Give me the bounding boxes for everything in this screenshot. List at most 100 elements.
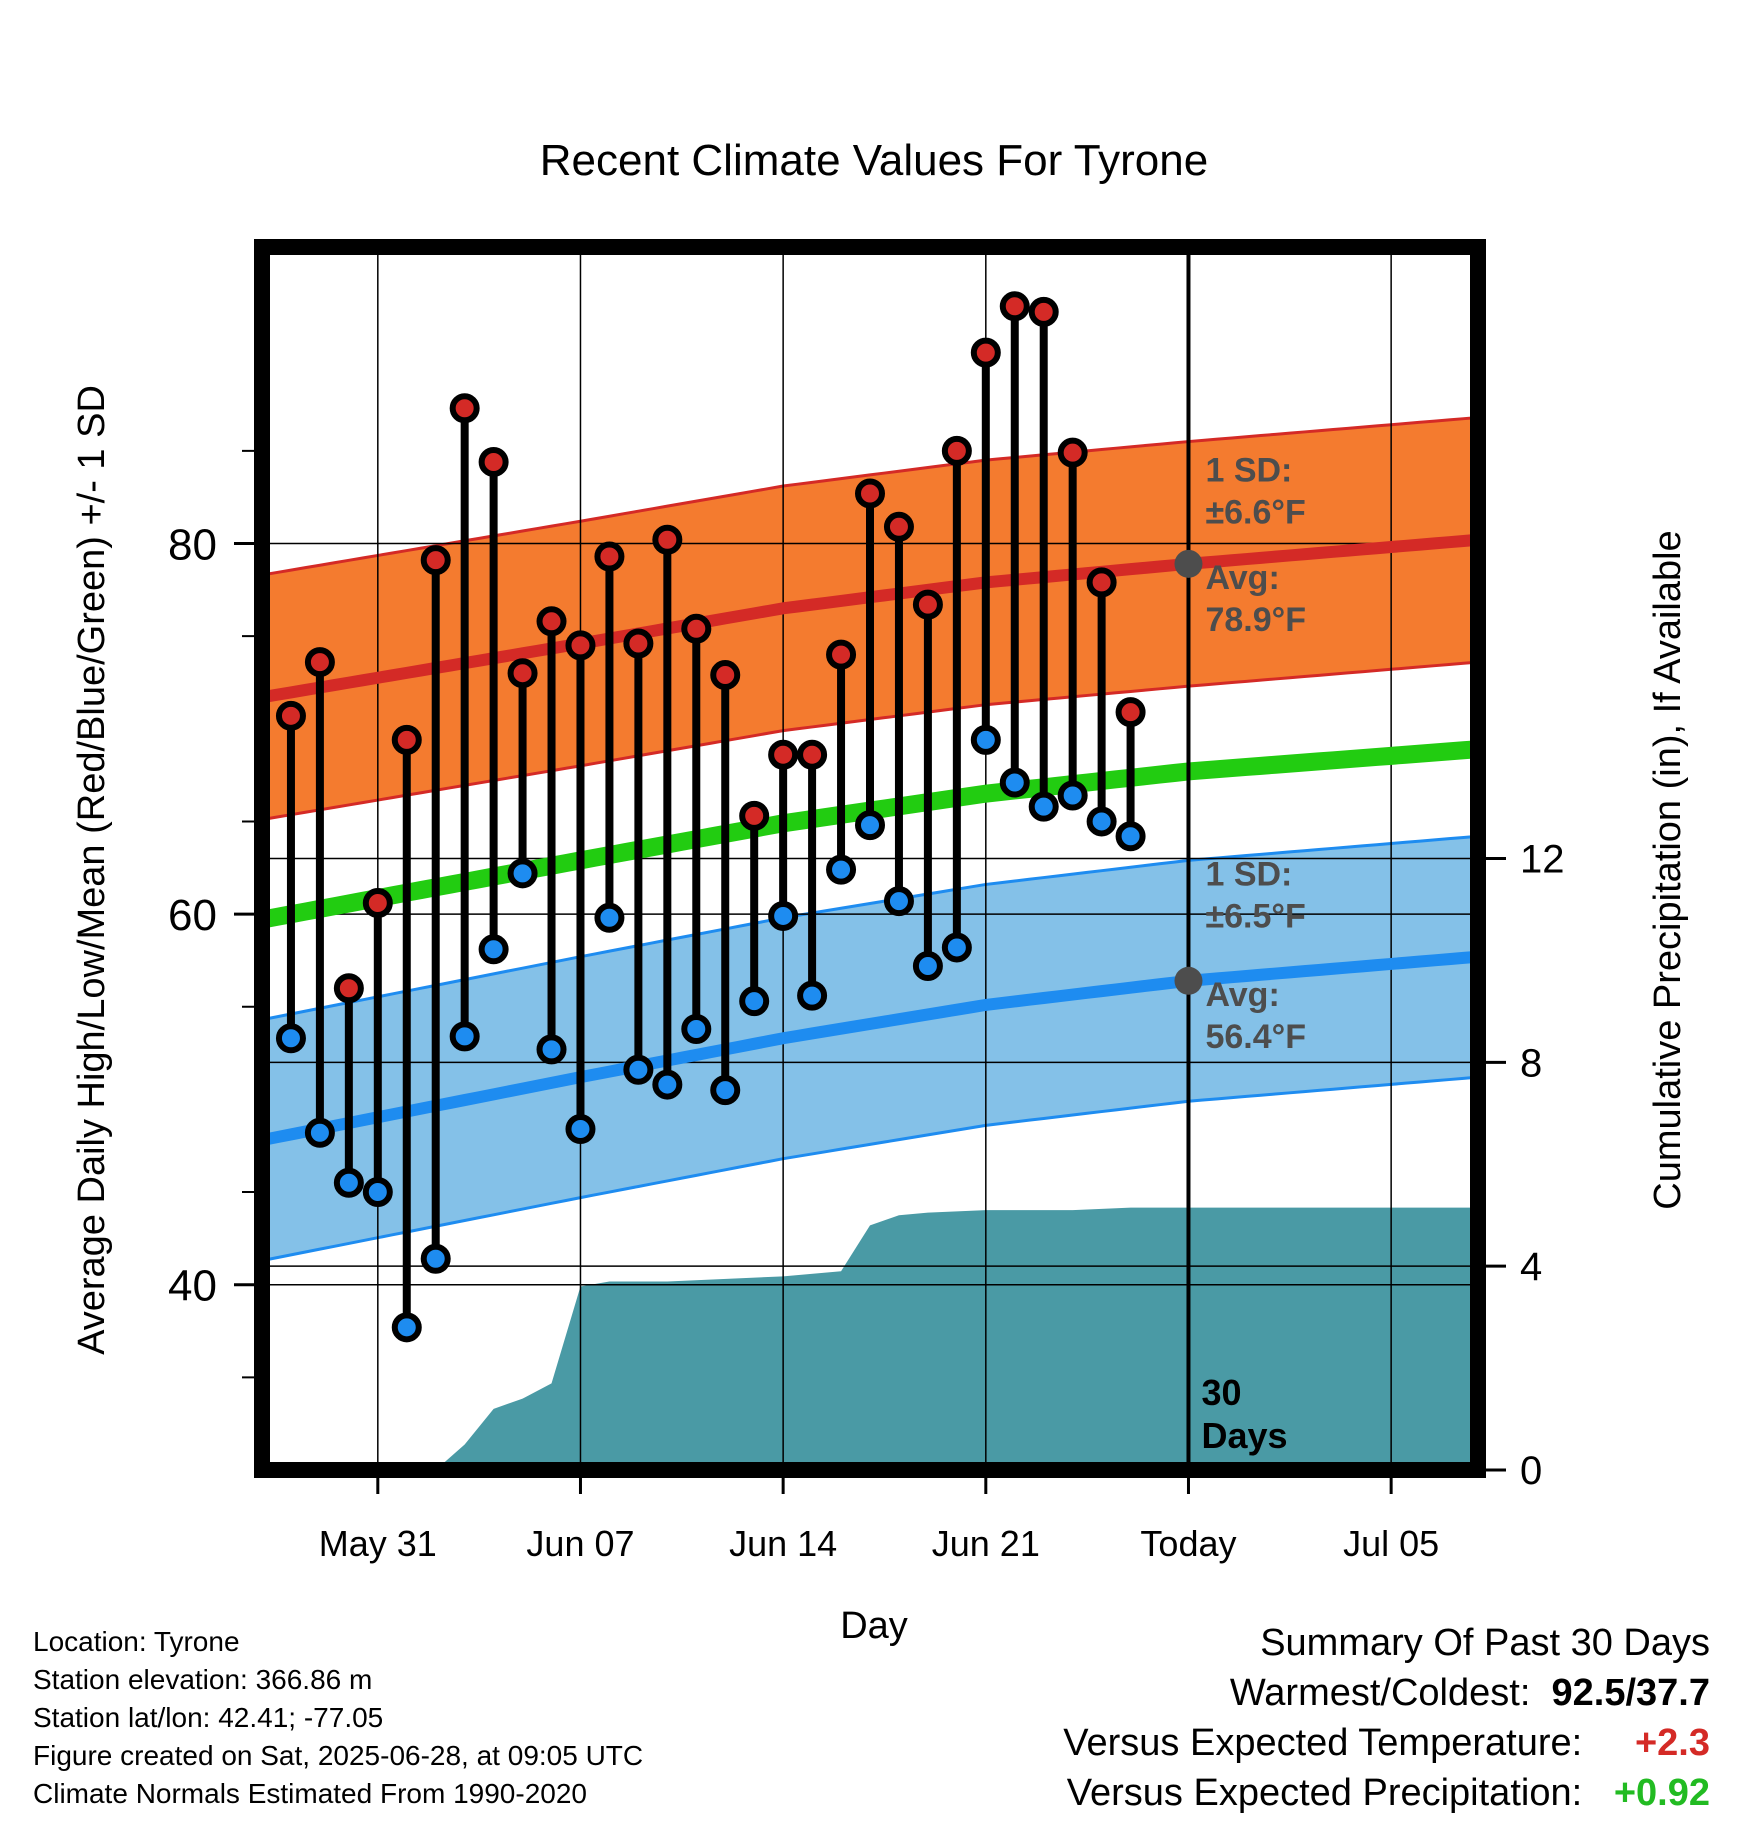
y2-tick-label: 0: [1520, 1449, 1542, 1493]
high-point: [652, 524, 683, 555]
elevation-text: Station elevation: 366.86 m: [33, 1664, 373, 1695]
low-point: [1057, 780, 1088, 811]
window-label: 30: [1201, 1372, 1241, 1413]
high-point: [565, 630, 596, 661]
low-point: [797, 980, 828, 1011]
high-point: [1057, 437, 1088, 468]
y2-tick-label: 4: [1520, 1245, 1542, 1289]
low-point: [391, 1312, 422, 1343]
x-tick-label: May 31: [319, 1523, 437, 1564]
low-sd-value: ±6.5°F: [1205, 897, 1305, 935]
x-tick-label: Today: [1140, 1523, 1236, 1564]
high-point: [970, 337, 1001, 368]
low-point: [333, 1167, 364, 1198]
high-point: [883, 511, 914, 542]
high-point: [594, 541, 625, 572]
y-axis-label: Average Daily High/Low/Mean (Red/Blue/Gr…: [71, 385, 113, 1355]
y2-axis-label: Cumulative Precipitation (in), If Availa…: [1647, 530, 1689, 1209]
high-point: [449, 393, 480, 424]
low-point: [710, 1075, 741, 1106]
chart-title: Recent Climate Values For Tyrone: [540, 136, 1208, 185]
station-info: Location: Tyrone Station elevation: 366.…: [33, 1623, 643, 1813]
low-avg-label: Avg:: [1205, 976, 1279, 1014]
summary-temp-row: Versus Expected Temperature: +2.3: [1063, 1718, 1710, 1768]
low-point: [999, 767, 1030, 798]
high-point: [478, 446, 509, 477]
low-sd-label: 1 SD:: [1205, 855, 1292, 893]
x-tick-label: Jun 07: [526, 1523, 634, 1564]
precip-label: Versus Expected Precipitation:: [1066, 1772, 1583, 1814]
low-point: [826, 854, 857, 885]
low-point: [275, 1023, 306, 1054]
high-point: [768, 739, 799, 770]
low-point: [420, 1243, 451, 1274]
low-point: [565, 1114, 596, 1145]
low-avg-line: [260, 950, 1479, 1147]
high-point: [1086, 567, 1117, 598]
summary-warmest-row: Warmest/Coldest: 92.5/37.7: [1063, 1668, 1710, 1718]
low-point: [507, 858, 538, 889]
precip-value: +0.92: [1613, 1772, 1710, 1814]
summary-panel: Summary Of Past 30 Days Warmest/Coldest:…: [1063, 1618, 1710, 1818]
warmest-label: Warmest/Coldest:: [1229, 1672, 1531, 1714]
window-label: Days: [1201, 1415, 1287, 1456]
low-point: [1115, 821, 1146, 852]
high-point: [826, 639, 857, 670]
created-text: Figure created on Sat, 2025-06-28, at 09…: [33, 1740, 644, 1771]
summary-title: Summary Of Past 30 Days: [1260, 1622, 1710, 1664]
high-point: [391, 724, 422, 755]
precipitation-area: [435, 1207, 1478, 1470]
location-text: Location: Tyrone: [33, 1626, 240, 1657]
x-axis-label: Day: [840, 1605, 908, 1647]
high-point: [1028, 296, 1059, 327]
low-point: [970, 724, 1001, 755]
y-tick-label: 80: [168, 520, 217, 569]
low-point: [1028, 791, 1059, 822]
latlon-text: Station lat/lon: 42.41; -77.05: [33, 1702, 384, 1733]
low-point: [478, 934, 509, 965]
low-point: [449, 1021, 480, 1052]
temp-label: Versus Expected Temperature:: [1063, 1722, 1583, 1764]
high-point: [536, 606, 567, 637]
high-point: [797, 739, 828, 770]
high-point: [999, 291, 1030, 322]
temp-value: +2.3: [1634, 1722, 1710, 1764]
warmest-value: 92.5/37.7: [1551, 1672, 1710, 1714]
low-point: [304, 1117, 335, 1148]
low-point: [768, 900, 799, 931]
high-point: [275, 700, 306, 731]
low-point: [652, 1069, 683, 1100]
precip-area: [435, 1207, 1478, 1470]
y2-tick-label: 12: [1520, 838, 1565, 882]
high-point: [304, 647, 335, 678]
daily-range-bars: [286, 306, 1135, 1328]
y-tick-label: 40: [168, 1262, 217, 1311]
high-point: [507, 658, 538, 689]
low-point: [739, 986, 770, 1017]
x-tick-label: Jul 05: [1343, 1523, 1439, 1564]
daily-points: [275, 291, 1146, 1343]
low-point: [941, 932, 972, 963]
low-avg-marker: [1174, 966, 1203, 995]
high-avg-label: Avg:: [1205, 559, 1279, 597]
low-point: [623, 1054, 654, 1085]
high-point: [941, 435, 972, 466]
high-point: [739, 800, 770, 831]
high-point: [623, 628, 654, 659]
high-avg-value: 78.9°F: [1205, 601, 1306, 639]
y2-tick-label: 8: [1520, 1041, 1542, 1085]
low-point: [681, 1013, 712, 1044]
high-point: [681, 613, 712, 644]
low-point: [1086, 806, 1117, 837]
summary-precip-row: Versus Expected Precipitation: +0.92: [1063, 1768, 1710, 1818]
low-point: [536, 1034, 567, 1065]
high-point: [420, 545, 451, 576]
high-point: [912, 589, 943, 620]
low-point: [855, 810, 885, 841]
x-tick-label: Jun 21: [932, 1523, 1040, 1564]
x-tick-label: Jun 14: [729, 1523, 837, 1564]
low-avg-value: 56.4°F: [1205, 1018, 1306, 1056]
low-point: [883, 886, 914, 917]
high-point: [1115, 697, 1146, 728]
